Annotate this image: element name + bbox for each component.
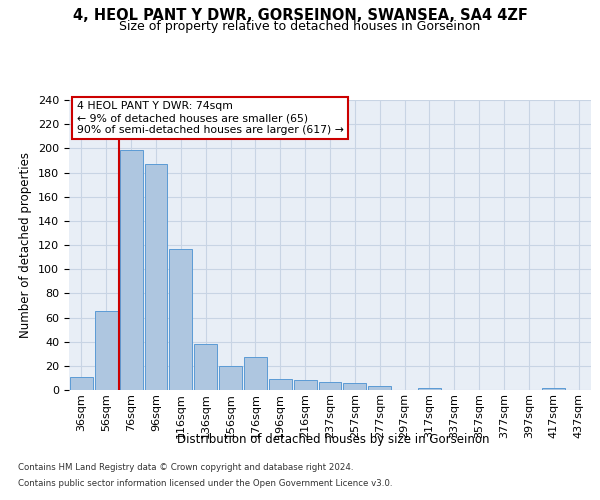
Bar	[418, 388, 441, 390]
Bar	[145, 164, 167, 390]
Bar	[368, 386, 391, 390]
Bar	[219, 366, 242, 390]
Bar	[169, 248, 192, 390]
Text: Distribution of detached houses by size in Gorseinon: Distribution of detached houses by size …	[177, 432, 489, 446]
Text: 4, HEOL PANT Y DWR, GORSEINON, SWANSEA, SA4 4ZF: 4, HEOL PANT Y DWR, GORSEINON, SWANSEA, …	[73, 8, 527, 22]
Text: 4 HEOL PANT Y DWR: 74sqm
← 9% of detached houses are smaller (65)
90% of semi-de: 4 HEOL PANT Y DWR: 74sqm ← 9% of detache…	[77, 102, 344, 134]
Text: Contains public sector information licensed under the Open Government Licence v3: Contains public sector information licen…	[18, 478, 392, 488]
Text: Contains HM Land Registry data © Crown copyright and database right 2024.: Contains HM Land Registry data © Crown c…	[18, 464, 353, 472]
Bar	[244, 358, 267, 390]
Bar	[294, 380, 317, 390]
Bar	[70, 376, 93, 390]
Text: Size of property relative to detached houses in Gorseinon: Size of property relative to detached ho…	[119, 20, 481, 33]
Bar	[194, 344, 217, 390]
Bar	[269, 379, 292, 390]
Bar	[120, 150, 143, 390]
Bar	[95, 312, 118, 390]
Bar	[542, 388, 565, 390]
Bar	[319, 382, 341, 390]
Bar	[343, 383, 366, 390]
Y-axis label: Number of detached properties: Number of detached properties	[19, 152, 32, 338]
